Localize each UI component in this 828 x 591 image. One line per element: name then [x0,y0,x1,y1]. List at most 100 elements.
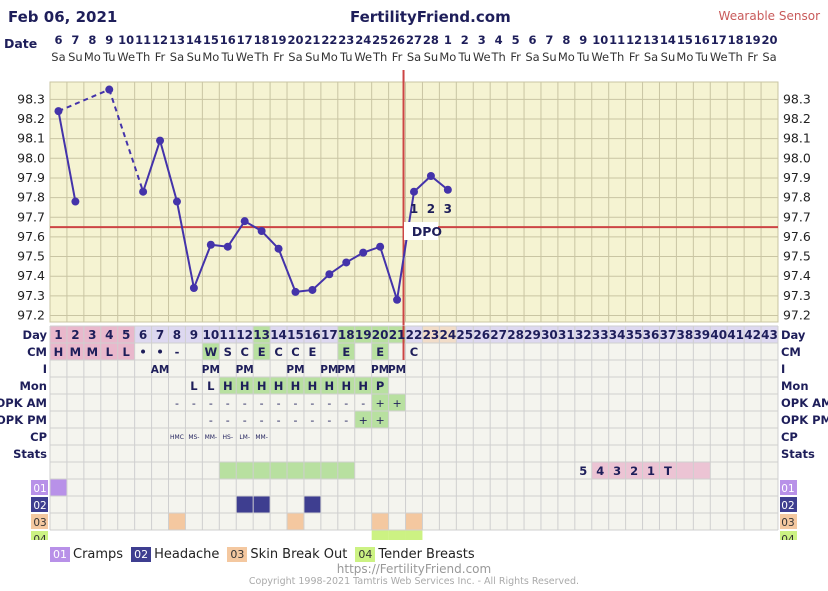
weekday-label: Sa [762,50,776,64]
date-number: 27 [406,33,422,47]
symptom-tag-right-s01 [779,480,797,495]
date-number: 11 [135,33,151,47]
date-number: 16 [220,33,236,47]
y-tick-label-right: 97.6 [783,229,811,244]
cycle-day-number: 24 [440,328,457,342]
date-number: 14 [186,33,202,47]
y-tick-label-left: 97.2 [17,308,45,323]
mon-fertile-cell [337,377,355,394]
weekday-label: Tu [695,50,709,64]
cycle-day-number: 21 [389,328,406,342]
cycle-day-number: 38 [677,328,694,342]
symptom-tag-right-s03 [779,514,797,529]
date-number: 14 [660,33,676,47]
cell-cm: E [376,345,384,359]
cycle-day-number: 25 [456,328,473,342]
symptom-tag-left-text: 04 [33,534,47,540]
cell-mon: P [376,379,384,393]
cycle-day-number: 29 [524,328,541,342]
dpo-number: 1 [410,202,418,216]
site-title[interactable]: FertilityFriend.com [350,8,511,26]
symptom-tag-left-s02 [31,497,48,512]
cell-cm: • [156,345,163,359]
symptom-tag-left-s01 [31,480,48,495]
y-tick-label-left: 98.1 [17,131,45,146]
cycle-day-number: 26 [473,328,490,342]
temperature-gap-line [58,88,110,113]
cell-cm: L [106,345,114,359]
day-cell [303,326,321,343]
day-cell [574,326,592,343]
legend-swatch-02: 02 [131,547,152,562]
cell-cm: S [224,345,232,359]
wearable-sensor-label: Wearable Sensor [718,9,820,23]
weekday-label: Sa [288,50,302,64]
cell-opk-pm: + [359,414,368,427]
row-label-right: OPK AM [781,396,828,410]
date-number: 20 [287,33,303,47]
mon-fertile-cell [320,377,338,394]
cycle-day-number: 28 [507,328,524,342]
opk-am-positive-cell [371,394,389,411]
weekday-label: Mo [558,50,575,64]
temperature-point [376,242,385,251]
date-number: 24 [355,33,371,47]
weekday-label: Su [305,50,320,64]
y-tick-label-right: 98.3 [783,91,811,106]
date-number: 6 [528,33,536,47]
day-cell [134,326,152,343]
temperature-point [325,270,334,279]
date-number: 17 [237,33,253,47]
symptom-tag-right-s04 [779,531,797,540]
dpo-number: 3 [444,202,452,216]
mon-fertile-cell [354,377,372,394]
symptom-cell-s04 [388,530,406,540]
cm-menses-cell [100,343,118,360]
weekday-label: We [710,50,728,64]
cm-fertile-cell [253,343,271,360]
cell-opk-am: - [243,397,247,410]
cell-cp: HS- [223,434,234,441]
cell-opk-am: - [344,397,348,410]
symptom-cell-s03 [168,513,186,530]
cell-cm: - [175,345,180,359]
cell-mon: H [358,379,368,393]
date-number: 25 [372,33,388,47]
weekday-label: Th [728,50,743,64]
day-cell [50,326,67,343]
date-number: 23 [338,33,354,47]
y-tick-label-right: 97.3 [783,288,811,303]
cell-i: PM [320,364,338,376]
day-cell [524,326,541,343]
date-number: 22 [321,33,337,47]
date-number: 19 [271,33,287,47]
temperature-point [409,187,418,196]
cell-opk-pm: - [260,414,264,427]
symptom-cell-s02 [303,496,321,513]
date-number: 5 [512,33,520,47]
cycle-day-number: 19 [355,328,372,342]
cell-i: PM [236,364,254,376]
cell-opk-pm: - [226,414,230,427]
weekday-label: Th [372,50,387,64]
cell-i: PM [337,364,355,376]
cycle-day-number: 7 [156,328,164,342]
opk-pm-positive-cell [371,411,389,428]
day-cell [66,326,84,343]
weekday-label: Sa [525,50,539,64]
day-cell [388,326,406,343]
cell-mon: L [207,379,215,393]
day-cell [540,326,558,343]
cell-cp: LM- [239,434,250,441]
cell-i: PM [286,364,304,376]
cycle-day-number: 40 [710,328,727,342]
cycle-day-number: 4 [105,328,113,342]
cycle-day-number: 31 [558,328,575,342]
row-label-right: OPK PM [781,413,828,427]
cell-opk-pm: - [344,414,348,427]
footer-url[interactable]: https://FertilityFriend.com [336,562,492,576]
temperature-point [71,197,80,206]
mon-fertile-cell [219,377,237,394]
symptom-cell-s01 [50,479,67,496]
weekday-label: Mo [84,50,101,64]
